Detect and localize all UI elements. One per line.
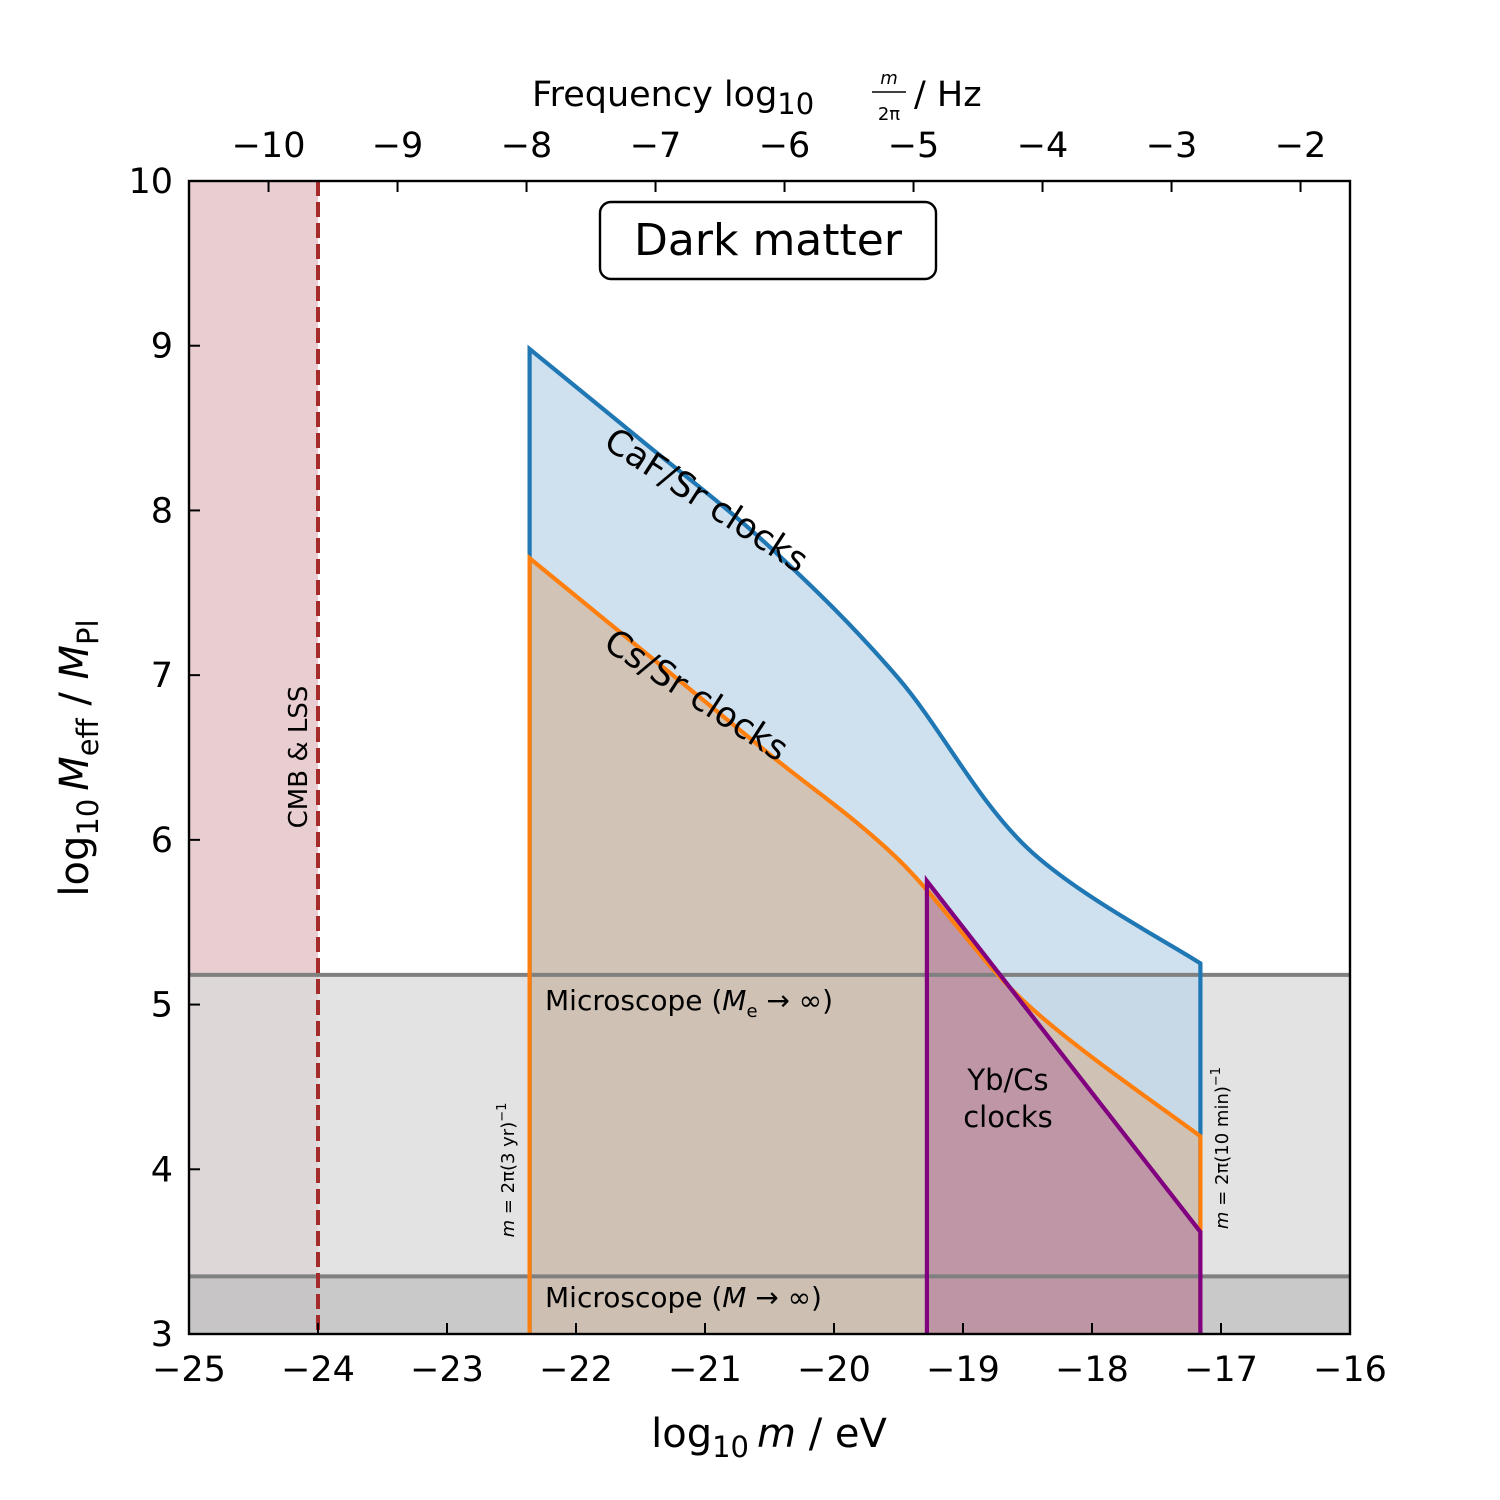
top-tick-label: −5 (888, 126, 940, 166)
y-tick-label: 6 (151, 821, 173, 861)
top-tick-label: −2 (1275, 126, 1327, 166)
title-box: Dark matter (598, 200, 938, 281)
x-tick-label: −16 (1313, 1350, 1387, 1390)
yb-cs-region (926, 881, 1201, 1334)
x-tick-label: −24 (281, 1350, 355, 1390)
axis-ticks: −25 −24 −23 −22 −21 −20 −19 −18 −17 −16 3 4 5 6 7 8 9 10 −… (128, 126, 1386, 1390)
svg-text:Frequency log10: Frequency log10 (532, 75, 814, 121)
y-tick-label: 3 (151, 1315, 173, 1355)
y-tick-label: 9 (151, 327, 173, 367)
plot-frame (187, 179, 1352, 1336)
caf-sr-curve (527, 344, 1203, 1334)
y-tick-label: 4 (151, 1150, 173, 1190)
y-tick-label: 10 (128, 162, 173, 202)
microscope-me-label: Microscope (Me → ∞) (545, 984, 833, 1022)
x-tick-label: −19 (926, 1350, 1000, 1390)
x-tick-label: −17 (1184, 1350, 1258, 1390)
yb-cs-curve (924, 874, 1203, 1334)
y-tick-label: 7 (151, 656, 173, 696)
y-tick-label: 5 (151, 986, 173, 1026)
top-tick-label: −6 (759, 126, 811, 166)
svg-text:m: m (880, 68, 898, 89)
top-axis-title: Frequency log10 m 2π / Hz (532, 68, 982, 125)
top-tick-label: −4 (1017, 126, 1069, 166)
y-axis-title: log10Meff / MPl (52, 619, 105, 896)
x-axis-title: log10 m / eV (651, 1411, 887, 1464)
top-tick-label: −7 (630, 126, 682, 166)
low-mass-cut-label: m = 2π(3 yr)−1 (495, 1103, 519, 1238)
cs-sr-curve (527, 553, 1203, 1334)
microscope-label: Microscope (M → ∞) (545, 1281, 822, 1314)
svg-text:/ Hz: / Hz (914, 75, 982, 115)
y-tick-label: 8 (151, 491, 173, 531)
svg-text:2π: 2π (878, 104, 900, 125)
yb-cs-label-line1: Yb/Cs (966, 1063, 1048, 1097)
x-tick-label: −25 (152, 1350, 226, 1390)
title-box-label: Dark matter (634, 215, 903, 266)
x-tick-label: −22 (539, 1350, 613, 1390)
high-mass-cut-label: m = 2π(10 min)−1 (1209, 1067, 1233, 1229)
top-tick-label: −10 (232, 126, 306, 166)
top-tick-label: −8 (501, 126, 553, 166)
top-tick-label: −9 (372, 126, 424, 166)
x-tick-label: −23 (410, 1350, 484, 1390)
x-tick-label: −18 (1055, 1350, 1129, 1390)
x-tick-label: −20 (797, 1350, 871, 1390)
cmb-lss-label: CMB & LSS (284, 686, 314, 829)
x-tick-label: −21 (668, 1350, 742, 1390)
yb-cs-label-line2: clocks (963, 1100, 1053, 1134)
top-tick-label: −3 (1146, 126, 1198, 166)
